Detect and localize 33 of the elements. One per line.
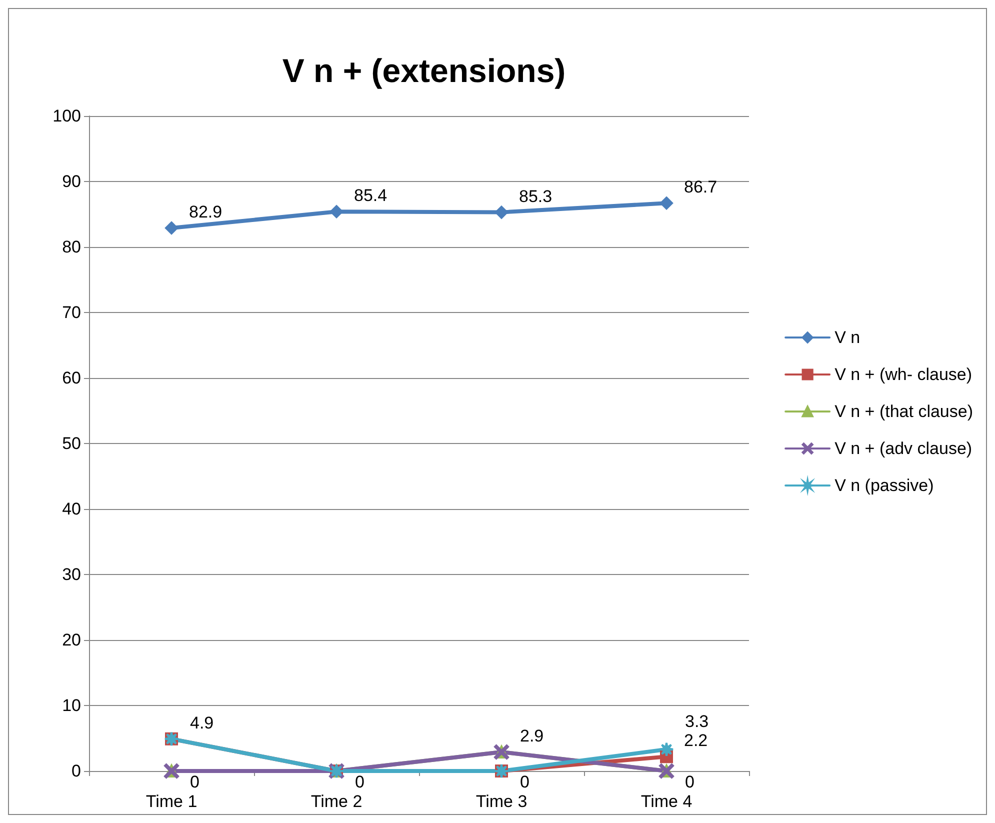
- x-tick-label: Time 4: [640, 792, 692, 811]
- chart-title: V n + (extensions): [282, 52, 566, 89]
- legend-label: V n (passive): [834, 476, 934, 495]
- data-label: 85.3: [519, 186, 552, 206]
- data-label: 86.7: [684, 178, 718, 197]
- data-label: 85.4: [354, 186, 388, 206]
- x-tick-label: Time 1: [146, 792, 198, 811]
- data-label: 4.9: [190, 713, 214, 732]
- data-label: 0: [190, 772, 200, 792]
- legend-label: V n + (adv clause): [834, 439, 972, 458]
- y-tick-label: 30: [62, 565, 81, 584]
- data-label: 82.9: [189, 202, 222, 222]
- legend-label: V n + (wh- clause): [834, 365, 972, 384]
- data-label: 0: [520, 772, 530, 792]
- y-tick-label: 40: [62, 500, 81, 518]
- data-label: 2.9: [520, 726, 544, 746]
- data-label: 0: [355, 772, 364, 792]
- legend-label: V n: [834, 328, 860, 347]
- y-tick-label: 90: [62, 172, 81, 191]
- legend-label: V n + (that clause): [834, 402, 974, 421]
- y-tick-label: 0: [72, 762, 81, 780]
- y-tick-label: 60: [62, 368, 81, 388]
- data-label: 0: [685, 772, 694, 792]
- y-tick-label: 20: [62, 630, 81, 650]
- y-tick-label: 10: [62, 696, 81, 715]
- data-label: 3.3: [685, 712, 709, 732]
- x-tick-label: Time 2: [310, 792, 362, 811]
- x-tick-label: Time 3: [476, 792, 528, 811]
- y-tick-label: 50: [62, 434, 81, 453]
- y-tick-label: 70: [62, 303, 81, 322]
- y-tick-label: 100: [52, 106, 81, 126]
- data-label: 2.2: [684, 731, 708, 750]
- y-tick-label: 80: [62, 238, 81, 256]
